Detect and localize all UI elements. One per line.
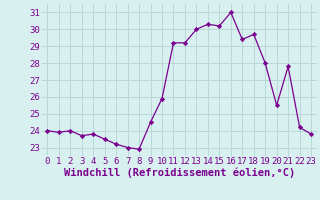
X-axis label: Windchill (Refroidissement éolien,°C): Windchill (Refroidissement éolien,°C) — [64, 168, 295, 178]
